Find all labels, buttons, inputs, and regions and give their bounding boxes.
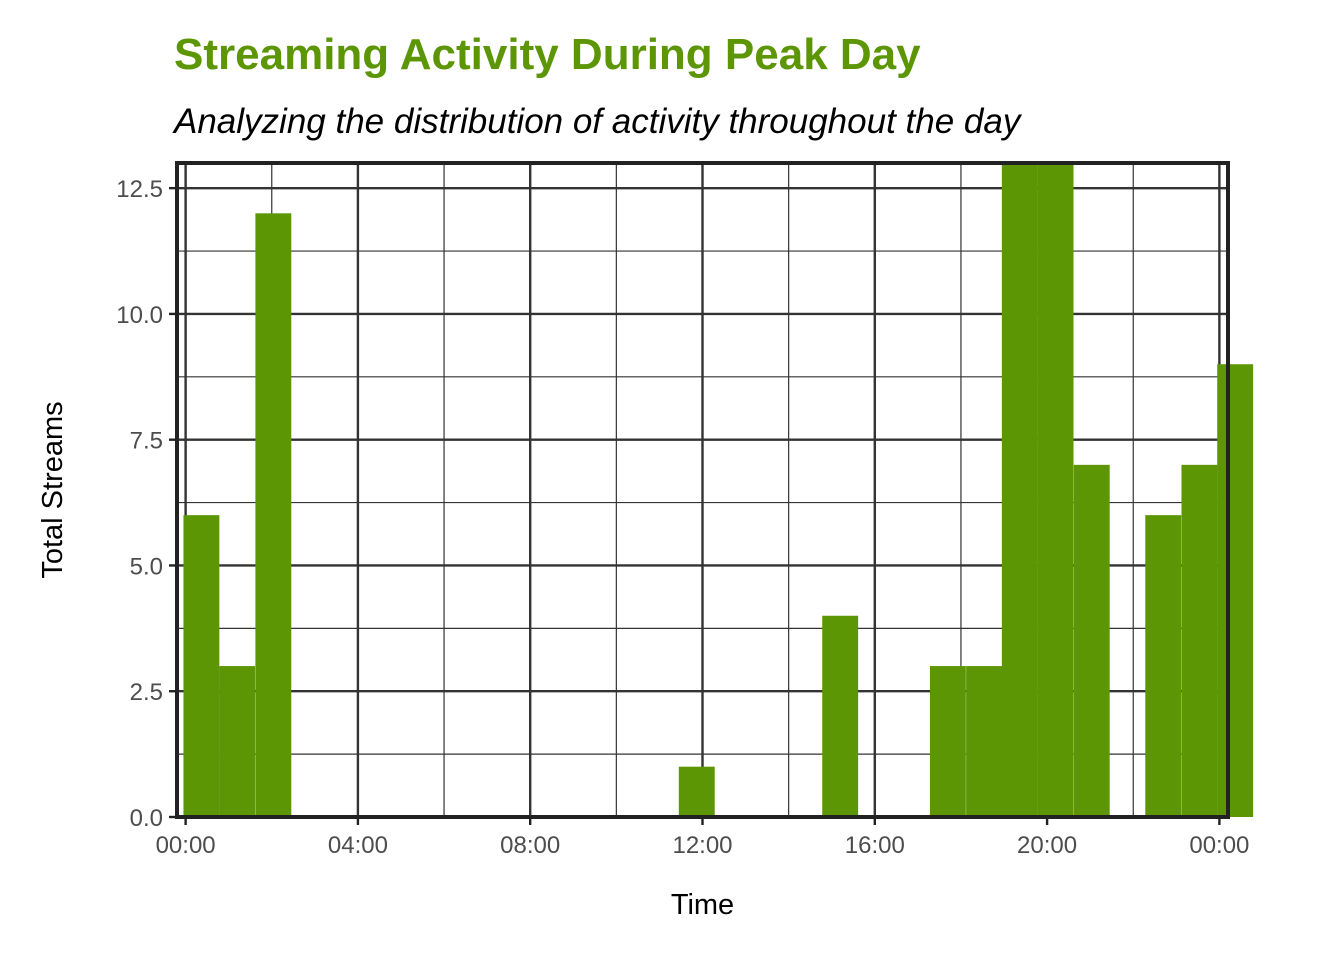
y-tick-label: 2.5 bbox=[130, 679, 163, 706]
histogram-bar bbox=[219, 666, 256, 817]
y-axis-ticks: 0.0 2.5 5.0 7.5 10.0 12.5 bbox=[116, 176, 177, 832]
y-tick-label: 10.0 bbox=[116, 302, 163, 329]
histogram-bar bbox=[183, 515, 220, 817]
chart-subtitle: Analyzing the distribution of activity t… bbox=[174, 102, 1021, 141]
x-axis-title: Time bbox=[671, 889, 734, 921]
y-tick-label: 7.5 bbox=[130, 428, 163, 455]
histogram-bar bbox=[929, 666, 966, 817]
histogram-bar bbox=[255, 213, 292, 818]
histogram-bar bbox=[1145, 515, 1182, 817]
y-tick-label: 12.5 bbox=[116, 176, 163, 203]
x-tick-label: 00:00 bbox=[1189, 832, 1249, 859]
x-tick-label: 08:00 bbox=[500, 832, 560, 859]
y-tick-label: 5.0 bbox=[130, 553, 163, 580]
histogram-bar bbox=[1073, 464, 1110, 817]
x-tick-label: 04:00 bbox=[328, 832, 388, 859]
histogram-bar bbox=[1037, 163, 1074, 817]
y-axis-title: Total Streams bbox=[37, 401, 69, 578]
chart-title: Streaming Activity During Peak Day bbox=[174, 30, 921, 79]
x-axis-ticks: 00:00 04:00 08:00 12:00 16:00 20:00 00:00 bbox=[156, 817, 1249, 859]
histogram-bar bbox=[678, 766, 715, 817]
x-tick-label: 12:00 bbox=[672, 832, 732, 859]
histogram-bar bbox=[1181, 464, 1218, 817]
histogram-bar bbox=[822, 615, 859, 817]
histogram-bar bbox=[1001, 163, 1038, 817]
y-tick-label: 0.0 bbox=[130, 805, 163, 832]
bars-layer bbox=[183, 163, 1254, 818]
histogram-bar bbox=[1217, 364, 1254, 817]
x-tick-label: 16:00 bbox=[845, 832, 905, 859]
histogram-bar bbox=[966, 666, 1003, 817]
x-tick-label: 20:00 bbox=[1017, 832, 1077, 859]
x-tick-label: 00:00 bbox=[156, 832, 216, 859]
